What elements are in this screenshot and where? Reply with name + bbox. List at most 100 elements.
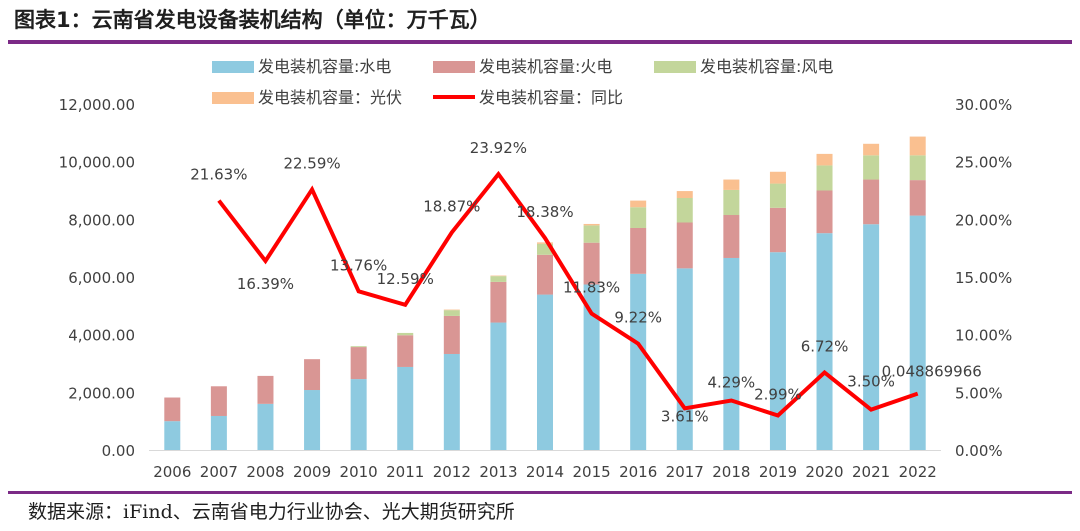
yoy-data-label: 13.76%: [330, 256, 387, 274]
x-axis-tick-label: 2006: [153, 463, 191, 481]
bar-segment-hydro: [630, 273, 647, 450]
left-axis-tick-label: 12,000.00: [59, 96, 135, 114]
bar-segment-hydro: [443, 353, 460, 450]
bar-segment-solar: [816, 153, 833, 166]
x-axis-tick-label: 2017: [666, 463, 704, 481]
legend-label: 发电装机容量：同比: [479, 88, 623, 107]
bar-segment-solar: [443, 309, 460, 311]
bar-segment-wind: [723, 189, 740, 216]
bar-segment-thermal: [164, 397, 181, 422]
left-axis-tick-label: 6,000.00: [68, 269, 135, 287]
yoy-data-label: 18.38%: [516, 203, 573, 221]
yoy-line: [217, 170, 919, 418]
bar-segment-thermal: [630, 227, 647, 274]
source-divider: [8, 491, 1072, 494]
bar-segment-hydro: [723, 257, 740, 450]
bar-segment-solar: [909, 136, 926, 156]
title-divider: [8, 40, 1072, 44]
x-axis-tick-label: 2021: [852, 463, 890, 481]
yoy-data-label: 22.59%: [283, 154, 340, 172]
right-axis-tick-label: 10.00%: [955, 327, 1012, 345]
left-axis-tick-label: 4,000.00: [68, 327, 135, 345]
bar-segment-wind: [350, 346, 367, 348]
legend-swatch: [212, 61, 254, 73]
bar-segment-solar: [723, 179, 740, 190]
bar-segment-wind: [630, 207, 647, 228]
x-axis-tick-label: 2015: [572, 463, 610, 481]
bar-segment-hydro: [863, 224, 880, 450]
bar-segment-wind: [443, 310, 460, 316]
bar-segment-hydro: [164, 421, 181, 450]
x-axis-tick-label: 2010: [340, 463, 378, 481]
yoy-data-label: 18.87%: [423, 197, 480, 215]
bar-segment-hydro: [350, 379, 367, 450]
bar-segment-thermal: [443, 315, 460, 354]
bar-segment-solar: [676, 191, 693, 198]
right-axis-tick-label: 30.00%: [955, 96, 1012, 114]
yoy-data-label: 16.39%: [237, 275, 294, 293]
x-axis-tick-label: 2016: [619, 463, 657, 481]
bar-segment-solar: [769, 171, 786, 184]
right-axis-tick-label: 15.00%: [955, 269, 1012, 287]
yoy-data-label: 11.83%: [563, 279, 620, 297]
legend-label: 发电装机容量:火电: [479, 57, 612, 76]
yoy-data-label: 2.99%: [754, 386, 802, 404]
yoy-data-label: 12.59%: [377, 270, 434, 288]
bar-segment-wind: [863, 155, 880, 180]
bar-segment-thermal: [490, 281, 507, 323]
x-axis-tick-label: 2020: [805, 463, 843, 481]
right-axis-tick-label: 0.00%: [955, 442, 1003, 460]
bar-segment-hydro: [537, 294, 553, 450]
bar-segment-solar: [537, 242, 553, 244]
bar-segment-hydro: [909, 215, 926, 450]
bar-segment-solar: [863, 143, 880, 156]
bar-segment-thermal: [304, 359, 321, 391]
bar-segment-thermal: [769, 207, 786, 253]
yoy-data-label: 0.048869966: [882, 363, 982, 381]
legend-swatch: [654, 61, 696, 73]
x-axis-tick-label: 2012: [433, 463, 471, 481]
yoy-data-label: 9.22%: [614, 309, 662, 327]
bar-segment-thermal: [863, 179, 880, 225]
bar-segment-wind: [769, 183, 786, 208]
right-axis-tick-label: 25.00%: [955, 154, 1012, 172]
yoy-data-label: 23.92%: [470, 139, 527, 157]
x-axis-tick-label: 2018: [712, 463, 750, 481]
left-axis-tick-label: 2,000.00: [68, 384, 135, 402]
x-axis-tick-label: 2014: [526, 463, 564, 481]
source-note: 数据来源：iFind、云南省电力行业协会、光大期货研究所: [28, 501, 515, 523]
bar-segment-thermal: [583, 242, 600, 285]
x-axis-tick-label: 2008: [246, 463, 284, 481]
legend-swatch: [433, 61, 475, 73]
x-axis-tick-label: 2009: [293, 463, 331, 481]
legend-swatch: [212, 92, 254, 104]
bar-segment-hydro: [769, 252, 786, 450]
bar-segment-thermal: [257, 375, 274, 404]
bar-segment-thermal: [676, 222, 693, 269]
bar-segment-hydro: [490, 322, 507, 450]
x-axis-tick-label: 2011: [386, 463, 424, 481]
x-axis-tick-label: 2022: [899, 463, 937, 481]
yoy-data-label: 21.63%: [190, 166, 247, 184]
right-axis-tick-label: 20.00%: [955, 211, 1012, 229]
bar-segment-wind: [816, 165, 833, 191]
bar-segment-wind: [676, 197, 693, 223]
left-axis-tick-label: 10,000.00: [59, 154, 135, 172]
bar-segment-hydro: [816, 233, 833, 450]
chart: 0.00 2,000.00 4,000.00 6,000.00 8,000.00 10,0…: [59, 57, 1013, 481]
bar-segment-wind: [490, 276, 507, 282]
bar-segment-wind: [583, 225, 600, 243]
x-axis-tick-label: 2019: [759, 463, 797, 481]
bar-segment-thermal: [210, 386, 227, 416]
yoy-data-label: 4.29%: [708, 374, 756, 392]
bar-segment-thermal: [537, 254, 553, 295]
left-axis-tick-label: 8,000.00: [68, 211, 135, 229]
bar-segment-wind: [537, 243, 553, 255]
bar-segment-thermal: [723, 215, 740, 258]
bar-segment-hydro: [257, 403, 274, 450]
x-axis-tick-label: 2007: [200, 463, 238, 481]
yoy-data-label: 3.61%: [661, 407, 709, 425]
bar-segment-thermal: [397, 335, 414, 367]
legend-label: 发电装机容量:风电: [700, 57, 833, 76]
right-axis-tick-label: 5.00%: [955, 384, 1003, 402]
